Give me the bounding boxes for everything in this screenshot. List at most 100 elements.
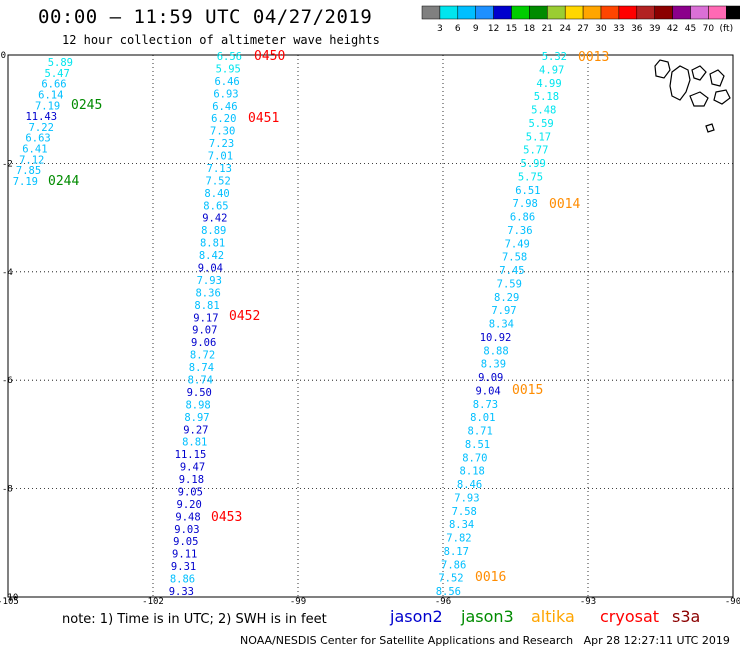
wave-height-value: 8.73 [473,399,498,411]
longitude-label: -96 [435,597,451,605]
scale-tick-label: 12 [488,24,499,34]
wave-height-value: 9.31 [171,561,196,573]
wave-height-value: 8.74 [188,374,213,386]
pass-time-label: 0245 [71,98,102,113]
wave-height-value: 4.99 [536,78,561,90]
wave-height-value: 9.47 [180,462,205,474]
wave-height-value: 7.86 [441,559,466,571]
wave-height-value: 8.01 [470,412,495,424]
wave-height-value: 7.13 [207,163,232,175]
wave-height-value: 7.93 [197,275,222,287]
wave-height-value: 9.04 [198,263,223,275]
satellite-s3a: s3a [672,607,701,626]
wave-height-value: 5.47 [45,68,70,80]
wave-height-value: 7.45 [499,265,524,277]
scale-tick-label: 24 [559,24,571,34]
wave-height-value: 6.66 [41,79,66,91]
wave-height-value: 9.04 [475,385,500,397]
wave-height-value: 9.18 [179,474,204,486]
wave-height-value: 5.59 [528,118,553,130]
wave-height-value: 6.56 [217,51,242,63]
wave-height-value: 8.86 [170,574,195,586]
wave-height-value: 5.32 [542,51,567,63]
wave-height-value: 8.89 [201,225,226,237]
wave-height-value: 8.81 [200,238,225,250]
island-outline [709,69,725,87]
wave-height-value: 8.65 [203,200,228,212]
wave-height-value: 10.92 [480,332,512,344]
wave-height-value: 9.03 [174,524,199,536]
scale-swatch [726,5,740,20]
wave-height-value: 5.89 [48,57,73,69]
wave-height-value: 9.50 [187,387,212,399]
latitude-label: -4 [2,268,13,278]
wave-height-value: 9.48 [175,511,200,523]
longitude-label: -105 [0,597,19,605]
wave-height-value: 7.30 [210,126,235,138]
wave-height-value: 8.36 [195,287,220,299]
satellite-cryosat: cryosat [600,607,660,626]
wave-height-value: 7.01 [208,151,233,163]
pass-time-label: 0453 [211,510,242,525]
wave-height-value: 8.56 [436,586,461,598]
wave-height-value: 9.42 [202,213,227,225]
wave-height-value: 8.98 [185,399,210,411]
wave-height-value: 9.07 [192,325,217,337]
pass-time-label: 0014 [549,197,580,212]
island-outline [669,65,691,101]
wave-height-value: 8.97 [184,412,209,424]
wave-height-value: 8.74 [189,362,214,374]
satellite-altika: altika [531,607,575,626]
wave-height-value: 6.93 [213,88,238,100]
wave-height-value: 7.19 [35,100,60,112]
pass-time-label: 0015 [512,383,543,398]
satellite-jason3: jason3 [461,607,514,626]
wave-height-value: 8.34 [489,319,514,331]
latitude-label: -8 [2,485,13,495]
wave-height-value: 7.36 [507,225,532,237]
scale-tick-label: 70 [703,24,715,34]
wave-height-value: 5.95 [216,63,241,75]
island-outline [691,65,707,81]
wave-height-value: 9.09 [478,372,503,384]
island-outline [705,123,715,133]
wave-height-value: 5.75 [518,171,543,183]
wave-height-value: 9.33 [169,586,194,598]
wave-height-value: 6.41 [22,144,47,156]
scale-tick-label: 30 [595,24,607,34]
scale-tick-label: 15 [506,24,517,34]
units-note: note: 1) Time is in UTC; 2) SWH is in fe… [62,612,327,627]
wave-height-value: 9.05 [173,536,198,548]
wave-height-value: 7.58 [502,252,527,264]
scale-tick-label: 18 [524,24,536,34]
wave-height-value: 4.97 [539,64,564,76]
wave-height-value: 7.49 [505,238,530,250]
scale-tick-label: 3 [437,24,443,34]
wave-height-value: 8.81 [182,437,207,449]
latitude-label: -6 [2,376,13,386]
wave-height-value: 7.58 [452,506,477,518]
wave-height-value: 8.29 [494,292,519,304]
latitude-label: -2 [2,159,13,169]
wave-height-value: 7.97 [491,305,516,317]
wave-height-value: 8.71 [468,426,493,438]
wave-height-value: 6.86 [510,212,535,224]
pass-time-label: 0016 [475,570,506,585]
wave-height-value: 9.20 [177,499,202,511]
wave-height-value: 7.59 [497,278,522,290]
wave-height-value: 8.70 [462,452,487,464]
wave-height-value: 6.46 [212,101,237,113]
wave-height-value: 11.43 [25,111,57,123]
wave-height-value: 9.11 [172,549,197,561]
pass-time-label: 0451 [248,111,279,126]
wave-height-value: 8.34 [449,519,474,531]
wave-height-value: 9.27 [183,424,208,436]
scale-tick-label: (ft) [720,24,734,34]
wave-height-value: 8.46 [457,479,482,491]
wave-height-value: 7.98 [513,198,538,210]
island-outline [654,59,671,79]
island-outline [713,89,731,105]
pass-time-label: 0013 [578,50,609,65]
wave-height-value: 8.88 [483,345,508,357]
wave-height-value: 6.63 [25,133,50,145]
